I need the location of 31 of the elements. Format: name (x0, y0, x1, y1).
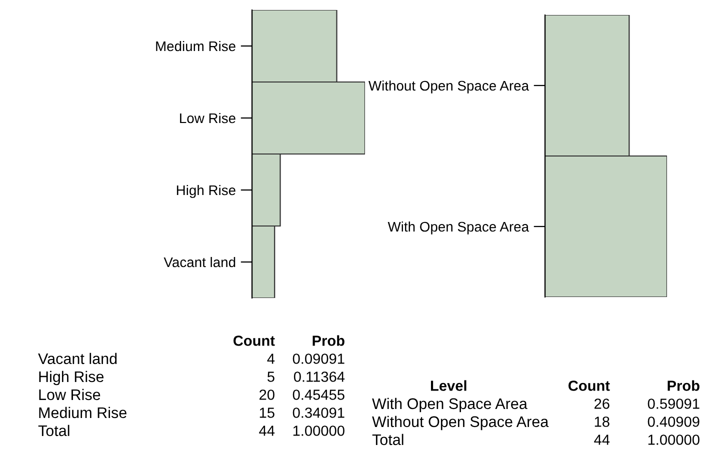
text: 0.11364 (294, 372, 345, 382)
text: 15 (260, 408, 274, 418)
y-tick-label: Low Rise (180, 112, 236, 124)
y-tick-label: High Rise (176, 184, 236, 198)
text: Count (568, 380, 610, 391)
text: Level (430, 380, 466, 391)
text: 44 (259, 426, 275, 436)
text: 0.40909 (648, 416, 700, 427)
y-tick-label: Vacant land (164, 256, 236, 268)
text: 0.34091 (292, 408, 344, 418)
text: 4 (267, 354, 275, 364)
text: Total (372, 434, 404, 446)
category-label: High Rise (39, 370, 104, 386)
category-label: Medium Rise (39, 406, 126, 418)
text: 18 (594, 416, 610, 427)
y-tick-label: Medium Rise (156, 40, 236, 52)
text: 0.59091 (648, 398, 700, 409)
text: 26 (594, 398, 610, 409)
text: 5 (267, 372, 274, 382)
text: 44 (594, 434, 610, 445)
text: Prob (312, 335, 344, 346)
text: 1.00000 (648, 434, 700, 445)
category-label: Low Rise (39, 388, 100, 400)
text: 0.45455 (292, 390, 344, 400)
text: 20 (260, 390, 274, 400)
text: Total (38, 424, 70, 436)
text: 0.09091 (292, 354, 344, 364)
text: 1.00000 (293, 426, 344, 436)
text: Prob (668, 380, 700, 391)
text: Count (233, 336, 275, 346)
category-label: Vacant land (38, 352, 117, 364)
